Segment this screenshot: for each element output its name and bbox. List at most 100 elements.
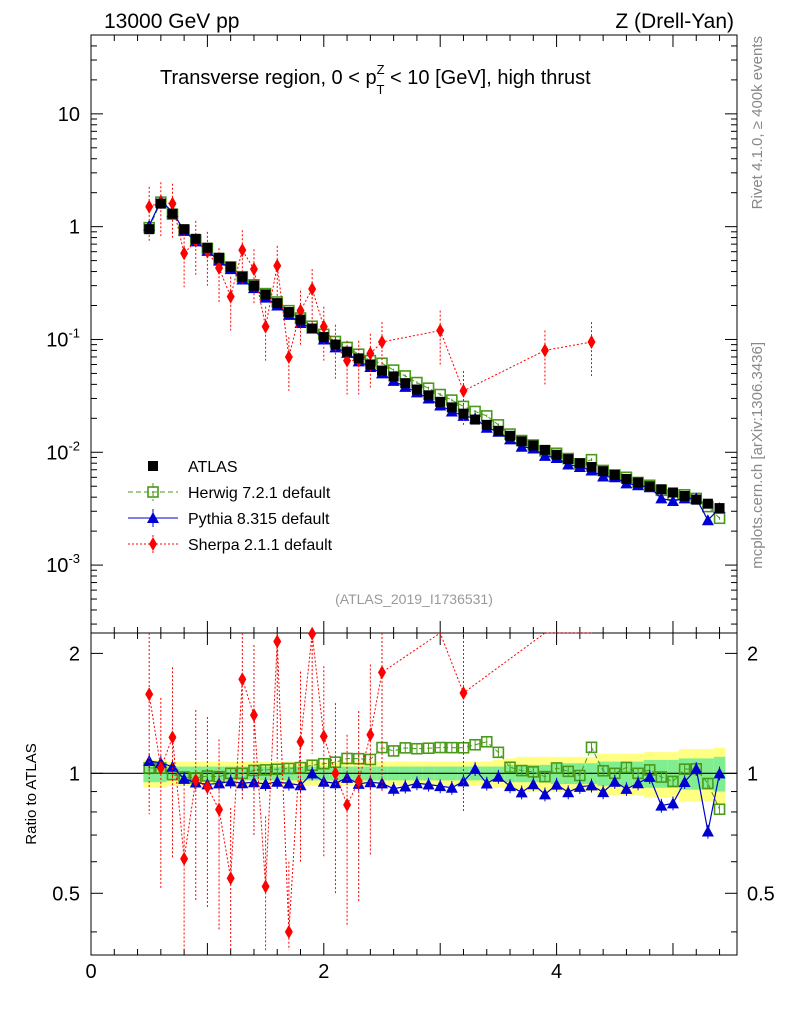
ratio-y-tick-label: 0.5 <box>52 883 80 905</box>
data-point-atlas <box>563 454 574 465</box>
data-point-atlas <box>330 339 341 350</box>
data-point-sherpa <box>226 871 235 886</box>
data-point-herwig <box>492 746 505 759</box>
data-point-atlas <box>155 198 166 209</box>
data-point-atlas <box>179 224 190 235</box>
data-point-atlas <box>621 473 632 484</box>
data-point-pythia <box>632 777 645 789</box>
data-point-atlas <box>148 461 158 471</box>
data-point-sherpa <box>540 343 549 358</box>
data-point-atlas <box>190 233 201 244</box>
plot-title-part2: < 10 [GeV], high thrust <box>385 67 592 89</box>
data-point-sherpa <box>319 319 328 334</box>
data-point-sherpa <box>284 349 293 364</box>
data-point-pythia <box>504 780 517 792</box>
ratio-y-tick-label: 2 <box>69 643 80 665</box>
data-point-pythia <box>701 514 714 526</box>
data-point-atlas <box>691 494 702 505</box>
data-point-pythia <box>445 781 458 793</box>
data-point-pythia <box>655 492 668 504</box>
data-point-herwig <box>434 741 446 754</box>
data-point-atlas <box>633 477 644 488</box>
data-point-atlas <box>202 242 213 253</box>
data-point-pythia <box>620 782 633 794</box>
data-point-pythia <box>515 786 528 798</box>
data-point-sherpa <box>459 383 468 398</box>
data-point-pythia <box>713 767 726 779</box>
y-tick-label-exponent: -3 <box>68 551 80 566</box>
ratio-y-tick-label-right: 2 <box>747 643 758 665</box>
data-point-pythia <box>480 777 493 789</box>
analysis-tag: (ATLAS_2019_I1736531) <box>335 591 493 607</box>
data-point-pythia <box>538 788 551 800</box>
data-point-atlas <box>435 396 446 407</box>
data-point-sherpa <box>149 537 157 551</box>
data-point-herwig <box>550 762 563 774</box>
data-point-atlas <box>528 440 539 451</box>
data-point-sherpa <box>145 687 154 702</box>
data-point-atlas <box>400 378 411 389</box>
data-point-sherpa <box>168 730 177 745</box>
y-tick-label: 10-2 <box>46 438 80 464</box>
data-point-atlas <box>248 280 259 291</box>
data-point-herwig <box>667 775 679 788</box>
data-point-pythia <box>399 780 412 792</box>
data-point-atlas <box>365 359 376 370</box>
ratio-y-tick-label-right: 0.5 <box>747 883 775 905</box>
data-point-sherpa <box>284 924 293 939</box>
data-point-atlas <box>656 484 667 495</box>
rivet-version-label: Rivet 4.1.0, ≥ 400k events <box>749 36 766 209</box>
legend-entry-pythia: Pythia 8.315 default <box>128 509 330 528</box>
y-tick-label-base: 10 <box>46 329 68 351</box>
data-point-sherpa <box>249 262 258 277</box>
legend: ATLAS Herwig 7.2.1 default Pythia 8.315 de… <box>128 459 333 554</box>
x-tick-label: 0 <box>85 961 96 983</box>
data-point-pythia <box>317 775 330 787</box>
data-point-atlas <box>260 289 271 300</box>
data-point-pythia <box>492 770 505 782</box>
data-point-sherpa <box>308 626 317 641</box>
series-layer <box>143 182 726 951</box>
data-point-herwig <box>422 742 435 755</box>
data-point-atlas <box>342 346 353 357</box>
legend-label-pythia: Pythia 8.315 default <box>188 511 330 528</box>
data-point-sherpa <box>343 353 352 368</box>
legend-entry-sherpa: Sherpa 2.1.1 default <box>128 535 333 554</box>
energy-label: 13000 GeV pp <box>104 10 239 33</box>
data-point-atlas <box>516 436 527 447</box>
plot-title: Transverse region, 0 < pZ T < 10 [GeV], h… <box>160 62 591 97</box>
plot-title-sub: T <box>377 82 385 97</box>
data-point-atlas <box>458 408 469 419</box>
data-point-sherpa <box>156 761 165 776</box>
data-point-herwig <box>655 771 668 783</box>
data-point-sherpa <box>296 734 305 749</box>
data-point-sherpa <box>249 708 258 723</box>
y-tick-label: 10 <box>58 104 80 126</box>
data-point-atlas <box>283 307 294 318</box>
data-point-pythia <box>259 778 272 790</box>
data-point-atlas <box>388 371 399 382</box>
data-point-atlas <box>714 503 725 514</box>
data-point-atlas <box>481 419 492 430</box>
data-point-sherpa <box>587 334 596 349</box>
data-point-atlas <box>702 498 713 509</box>
data-point-pythia <box>550 778 563 790</box>
data-point-atlas <box>214 252 225 263</box>
data-point-sherpa <box>319 729 328 744</box>
x-tick-label: 4 <box>551 961 562 983</box>
data-point-sherpa <box>145 199 154 214</box>
data-point-sherpa <box>354 774 363 789</box>
data-point-sherpa <box>273 634 282 649</box>
data-point-herwig <box>527 766 540 778</box>
data-point-herwig <box>147 486 159 498</box>
data-point-herwig <box>713 803 726 816</box>
data-point-atlas <box>353 353 364 364</box>
data-point-sherpa <box>261 319 270 334</box>
ratio-y-tick-label-right: 1 <box>747 763 758 785</box>
data-point-atlas <box>376 365 387 376</box>
legend-entry-herwig: Herwig 7.2.1 default <box>128 483 331 502</box>
ratio-y-tick-label: 1 <box>69 763 80 785</box>
ratio-band-stat <box>702 758 714 790</box>
x-tick-label: 2 <box>318 961 329 983</box>
